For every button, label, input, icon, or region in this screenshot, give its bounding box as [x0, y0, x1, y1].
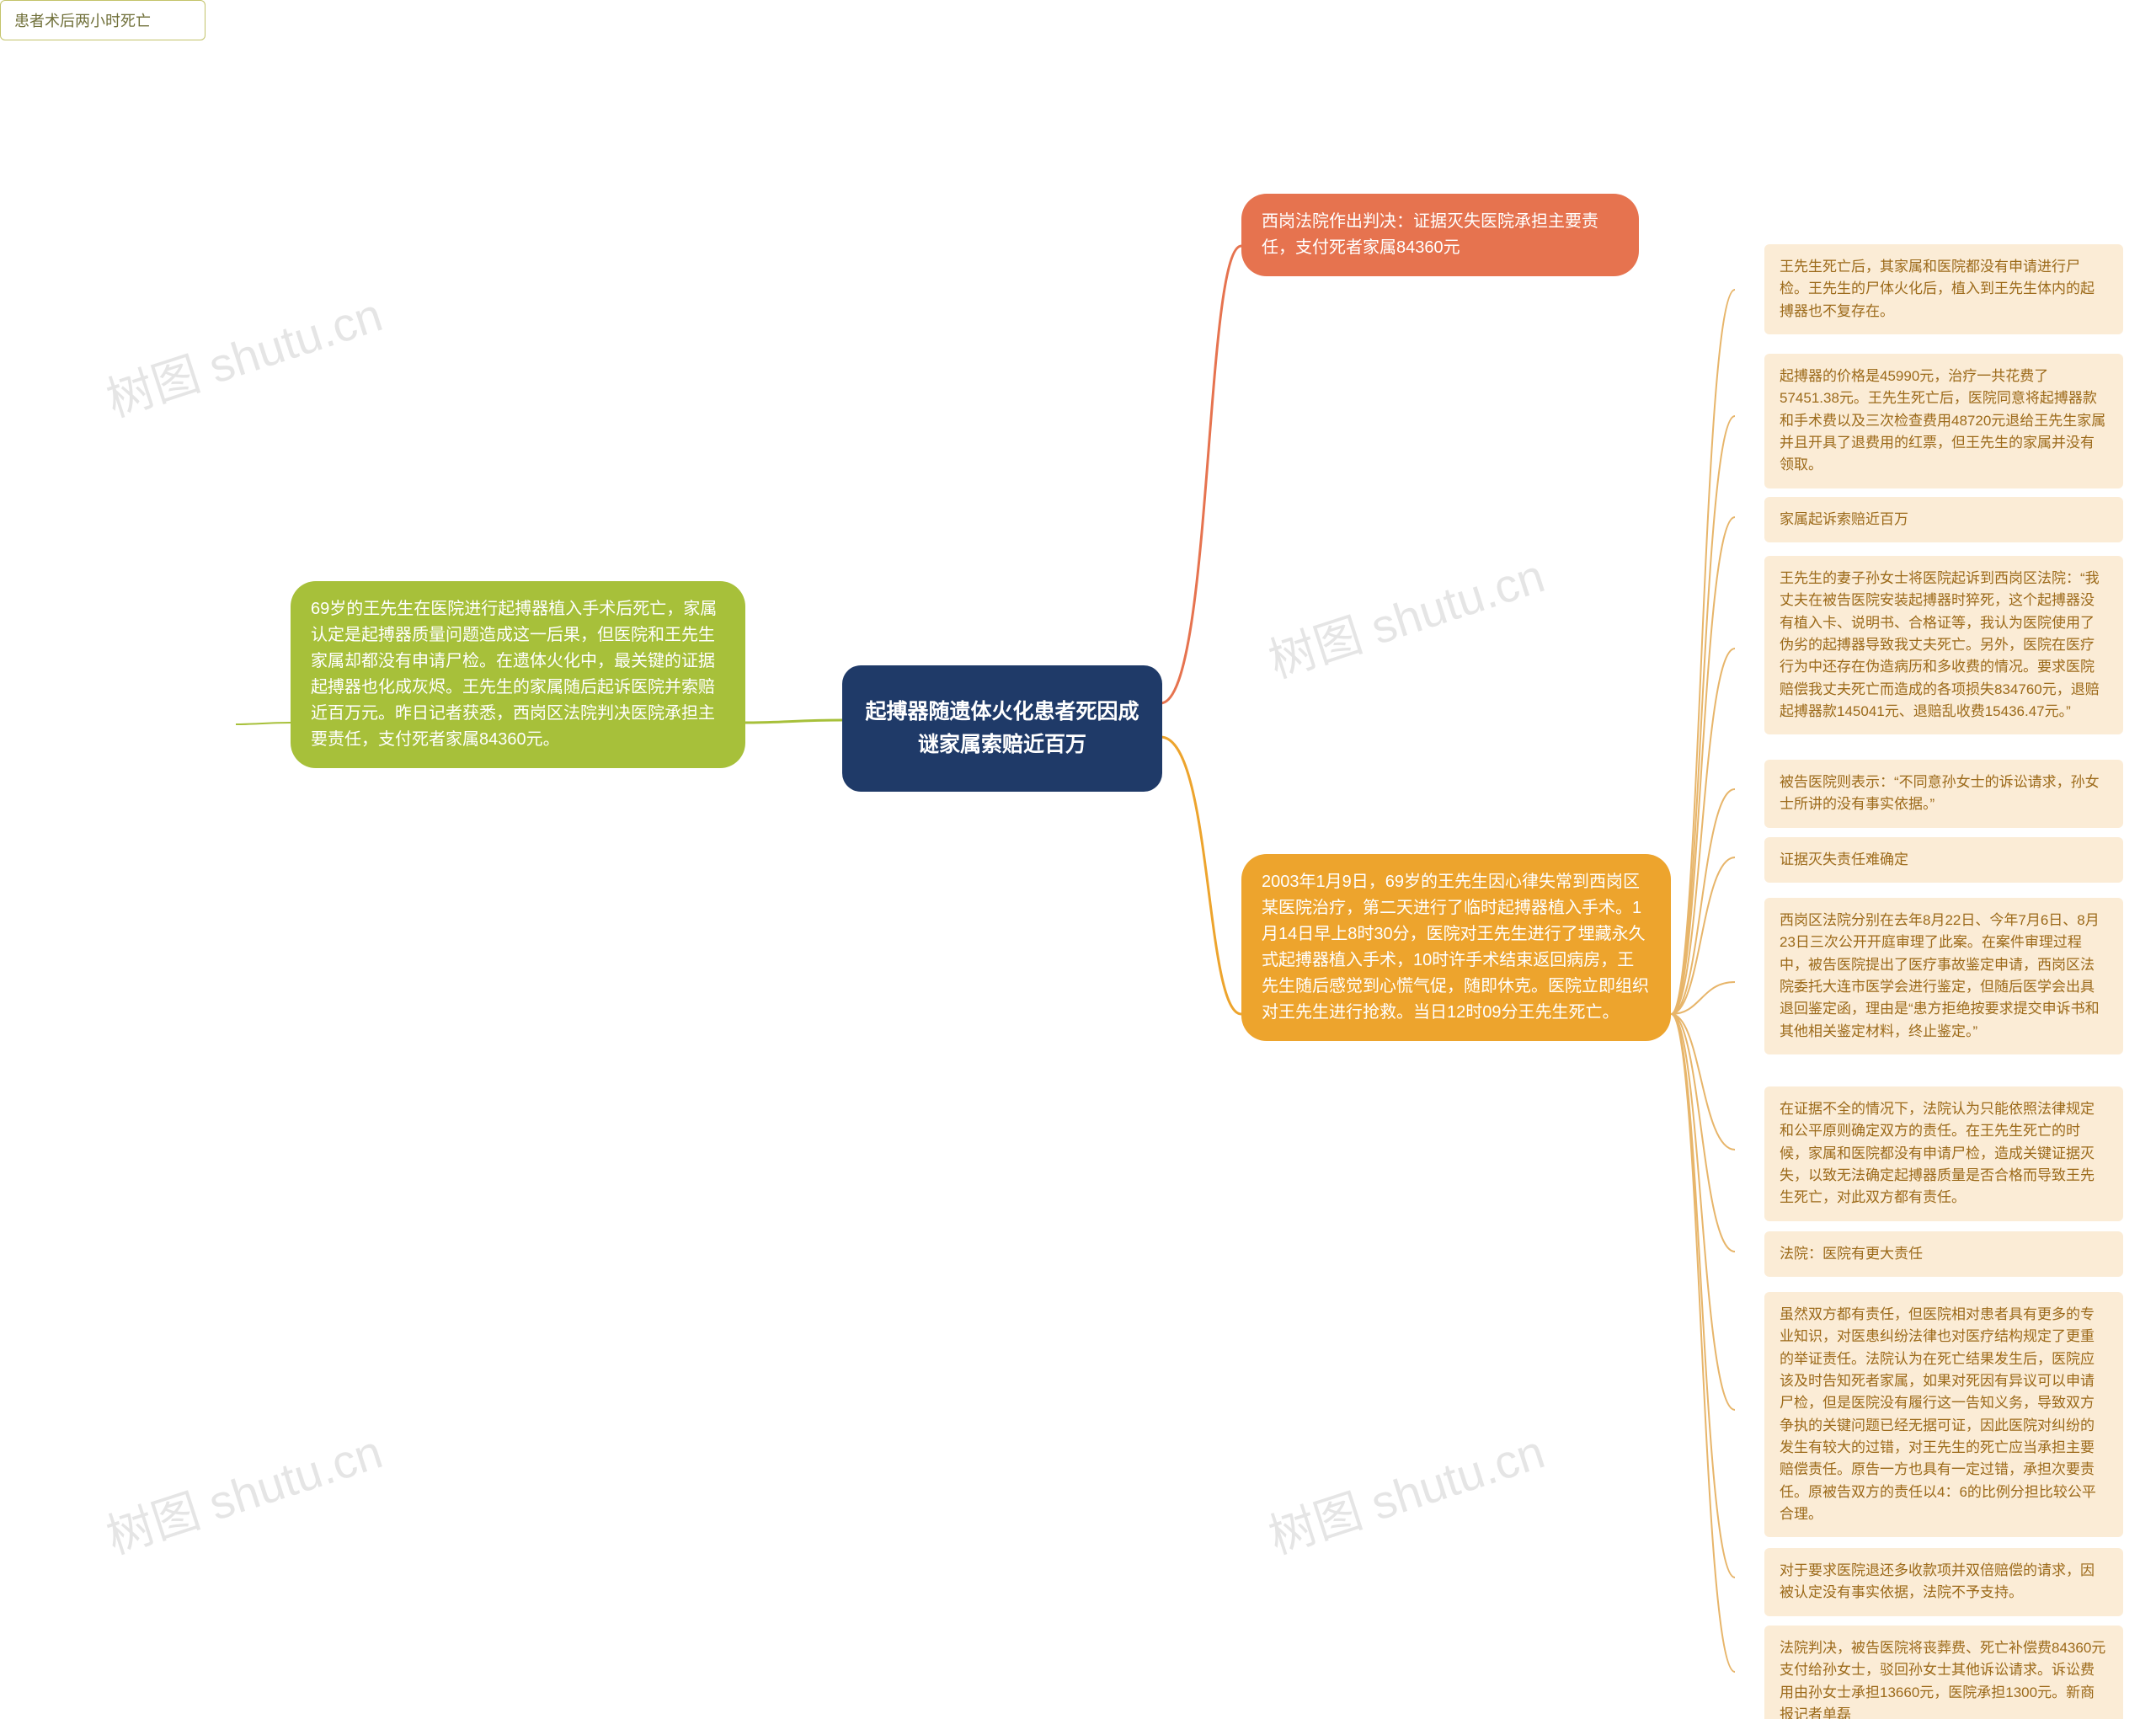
detail-text: 西岗区法院分别在去年8月22日、今年7月6日、8月23日三次公开开庭审理了此案。… — [1780, 912, 2100, 1039]
detail-text: 法院判决，被告医院将丧葬费、死亡补偿费84360元支付给孙女士，驳回孙女士其他诉… — [1780, 1640, 2105, 1719]
detail-node-3[interactable]: 王先生的妻子孙女士将医院起诉到西岗区法院：“我丈夫在被告医院安装起搏器时猝死，这… — [1764, 556, 2123, 734]
detail-text: 证据灭失责任难确定 — [1780, 851, 1908, 868]
detail-text: 王先生的妻子孙女士将医院起诉到西岗区法院：“我丈夫在被告医院安装起搏器时猝死，这… — [1780, 570, 2100, 719]
root-text: 起搏器随遗体火化患者死因成谜家属索赔近百万 — [865, 700, 1139, 756]
watermark-2: 树图 shutu.cn — [1259, 538, 1552, 691]
detail-text: 对于要求医院退还多收款项并双倍赔偿的请求，因被认定没有事实依据，法院不予支持。 — [1780, 1562, 2095, 1600]
detail-node-1[interactable]: 起搏器的价格是45990元，治疗一共花费了57451.38元。王先生死亡后，医院… — [1764, 354, 2123, 488]
left-main-text: 69岁的王先生在医院进行起搏器植入手术后死亡，家属认定是起搏器质量问题造成这一后… — [311, 600, 717, 749]
edge-root-right-top — [1161, 246, 1241, 703]
right-bottom-text: 2003年1月9日，69岁的王先生因心律失常到西岗区某医院治疗，第二天进行了临时… — [1262, 873, 1649, 1022]
edge-left-small — [236, 723, 291, 724]
root-node[interactable]: 起搏器随遗体火化患者死因成谜家属索赔近百万 — [842, 665, 1162, 792]
left-main-node[interactable]: 69岁的王先生在医院进行起搏器植入手术后死亡，家属认定是起搏器质量问题造成这一后… — [291, 581, 745, 768]
watermark-0: 树图 shutu.cn — [97, 277, 390, 430]
detail-node-9[interactable]: 虽然双方都有责任，但医院相对患者具有更多的专业知识，对医患纠纷法律也对医疗结构规… — [1764, 1292, 2123, 1537]
left-small-node[interactable]: 患者术后两小时死亡 — [0, 0, 205, 40]
detail-node-8[interactable]: 法院：医院有更大责任 — [1764, 1231, 2123, 1277]
detail-text: 起搏器的价格是45990元，治疗一共花费了57451.38元。王先生死亡后，医院… — [1780, 368, 2105, 472]
detail-text: 法院：医院有更大责任 — [1780, 1246, 1923, 1262]
watermark-1: 树图 shutu.cn — [97, 1414, 390, 1567]
mindmap-canvas: 起搏器随遗体火化患者死因成谜家属索赔近百万 患者术后两小时死亡 69岁的王先生在… — [0, 0, 2156, 1719]
right-bottom-node[interactable]: 2003年1月9日，69岁的王先生因心律失常到西岗区某医院治疗，第二天进行了临时… — [1241, 854, 1671, 1041]
detail-node-0[interactable]: 王先生死亡后，其家属和医院都没有申请进行尸检。王先生的尸体火化后，植入到王先生体… — [1764, 244, 2123, 334]
detail-node-2[interactable]: 家属起诉索赔近百万 — [1764, 497, 2123, 542]
left-small-text: 患者术后两小时死亡 — [14, 13, 151, 29]
detail-node-11[interactable]: 法院判决，被告医院将丧葬费、死亡补偿费84360元支付给孙女士，驳回孙女士其他诉… — [1764, 1626, 2123, 1719]
edge-root-left — [745, 720, 842, 723]
detail-node-6[interactable]: 西岗区法院分别在去年8月22日、今年7月6日、8月23日三次公开开庭审理了此案。… — [1764, 898, 2123, 1054]
detail-text: 家属起诉索赔近百万 — [1780, 511, 1908, 527]
watermark-3: 树图 shutu.cn — [1259, 1414, 1552, 1567]
detail-text: 虽然双方都有责任，但医院相对患者具有更多的专业知识，对医患纠纷法律也对医疗结构规… — [1780, 1306, 2096, 1522]
edge-root-right-bottom — [1161, 737, 1241, 1014]
detail-node-5[interactable]: 证据灭失责任难确定 — [1764, 837, 2123, 883]
right-top-node[interactable]: 西岗法院作出判决：证据灭失医院承担主要责任，支付死者家属84360元 — [1241, 194, 1639, 276]
detail-text: 王先生死亡后，其家属和医院都没有申请进行尸检。王先生的尸体火化后，植入到王先生体… — [1780, 259, 2095, 319]
right-top-text: 西岗法院作出判决：证据灭失医院承担主要责任，支付死者家属84360元 — [1262, 212, 1598, 257]
detail-node-7[interactable]: 在证据不全的情况下，法院认为只能依照法律规定和公平原则确定双方的责任。在王先生死… — [1764, 1086, 2123, 1221]
detail-text: 在证据不全的情况下，法院认为只能依照法律规定和公平原则确定双方的责任。在王先生死… — [1780, 1101, 2095, 1205]
detail-text: 被告医院则表示：“不同意孙女士的诉讼请求，孙女士所讲的没有事实依据。” — [1780, 774, 2100, 812]
detail-node-4[interactable]: 被告医院则表示：“不同意孙女士的诉讼请求，孙女士所讲的没有事实依据。” — [1764, 760, 2123, 828]
detail-bracket — [1671, 290, 1735, 1672]
detail-node-10[interactable]: 对于要求医院退还多收款项并双倍赔偿的请求，因被认定没有事实依据，法院不予支持。 — [1764, 1548, 2123, 1616]
